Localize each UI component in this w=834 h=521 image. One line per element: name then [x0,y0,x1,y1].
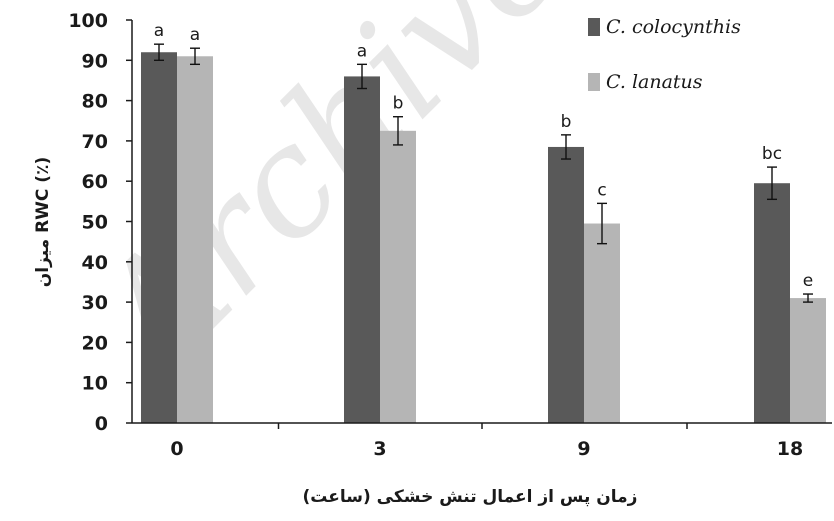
legend-label: C. lanatus [606,71,703,93]
bar [584,223,620,423]
y-tick-label: 10 [82,373,108,395]
y-tick-label: 80 [82,91,108,113]
y-tick-label: 70 [82,131,108,153]
significance-letter: a [190,25,200,45]
bar [790,298,826,423]
legend-swatch [588,18,600,36]
bar [141,52,177,424]
legend-label: C. colocynthis [606,16,741,38]
x-tick-label: 9 [577,438,590,460]
legend-swatch [588,73,600,91]
bar [344,76,380,424]
x-tick-label: 18 [777,438,803,460]
significance-letter: e [803,271,813,291]
y-tick-label: 90 [82,50,108,72]
bar [754,183,790,423]
bar [548,146,584,423]
significance-letter: b [561,112,572,132]
y-tick-label: 60 [82,171,108,193]
legend: C. colocynthis C. lanatus [588,16,741,93]
x-tick-label: 3 [373,438,386,460]
significance-letter: c [597,180,606,200]
significance-letter: a [154,21,164,41]
y-tick-label: 20 [82,332,108,354]
y-tick-label: 30 [82,292,108,314]
x-tick-label: 0 [170,438,183,460]
y-tick-label: 50 [82,212,108,234]
significance-letter: bc [762,144,782,164]
y-tick-label: 0 [95,413,108,435]
y-tick-label: 40 [82,252,108,274]
significance-letter: b [393,94,404,114]
y-tick-label: 100 [68,10,108,32]
x-axis-label: زمان پس از اعمال تنش خشکی (ساعت) [303,487,638,507]
watermark: Archive [56,0,599,414]
bar [177,56,213,424]
ticks-layer: 0 10 20 30 40 50 60 70 80 90 100 0 3 9 18 [68,10,803,460]
y-axis-label: میزان RWC (٪) [33,157,53,287]
bar [380,130,416,423]
significance-letter: a [357,41,367,61]
